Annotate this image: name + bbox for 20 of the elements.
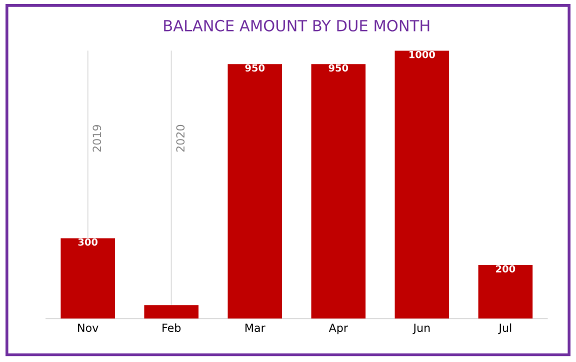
data-label: 1000 xyxy=(409,50,435,58)
x-tick-label: Mar xyxy=(245,324,266,332)
bar xyxy=(311,64,366,319)
data-label: 200 xyxy=(496,265,516,273)
x-tick-label: Jul xyxy=(498,323,512,334)
x-tick-label: Apr xyxy=(328,324,348,334)
bar xyxy=(60,238,115,319)
ref-line-label: 2020 xyxy=(176,124,185,152)
data-label: 950 xyxy=(245,64,265,72)
bar xyxy=(478,264,533,319)
x-tick-label: Nov xyxy=(78,324,98,332)
data-label: 950 xyxy=(328,64,348,72)
bar xyxy=(394,50,450,319)
bar xyxy=(228,64,282,319)
x-tick-label: Jun xyxy=(412,324,430,334)
ref-line-label: 2019 xyxy=(92,124,102,152)
x-tick-label: Feb xyxy=(162,323,181,332)
chart-title: BALANCE AMOUNT BY DUE MONTH xyxy=(164,20,430,32)
bar xyxy=(144,305,199,319)
data-label: 300 xyxy=(78,238,98,246)
